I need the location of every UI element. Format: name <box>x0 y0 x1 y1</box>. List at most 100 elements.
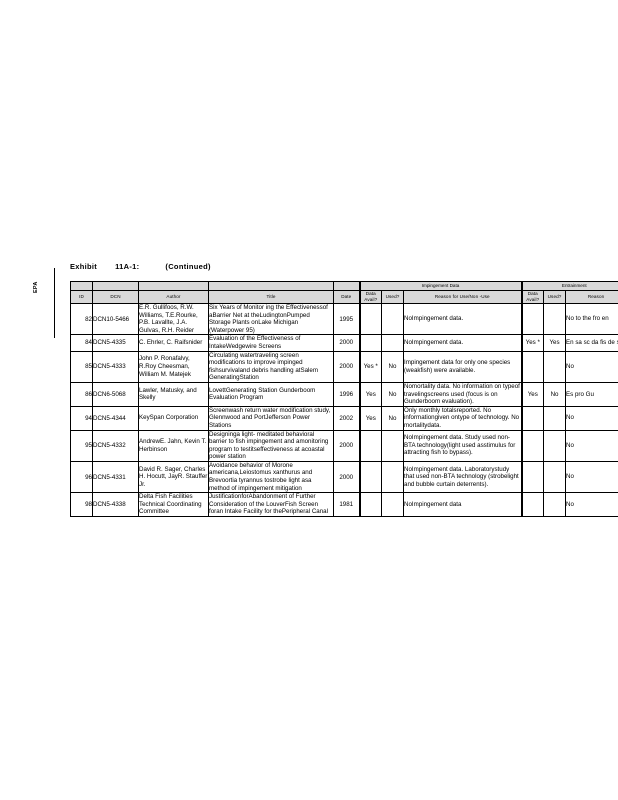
cell-impingement-reason: Impingement data for only one species (w… <box>402 350 523 383</box>
cell-entrainment-used: No <box>543 381 567 407</box>
cell-author: AndrewE. Jahn, Kevin T. Herbinson <box>138 429 209 462</box>
cell-entrainment-used <box>543 405 567 431</box>
cell-title: Designinga light- meditated behavioral b… <box>208 429 334 462</box>
cell-entrainment-avail <box>520 460 545 494</box>
cell-title: Screenwash return water modification stu… <box>208 405 334 431</box>
cell-impingement-used <box>381 302 404 336</box>
cell-impingement-reason: NoImpingement data. <box>402 302 523 336</box>
column-header-impingement-data-avail: Data Avail? <box>358 290 382 304</box>
cell-dcn: DCN5-4338 <box>92 492 139 518</box>
side-margin-label: EPA <box>32 281 39 294</box>
cell-impingement-reason: NoImpingement data <box>402 492 523 518</box>
cell-impingement-reason: NoImpingement data. <box>402 334 523 352</box>
cell-entrainment-avail <box>520 350 545 383</box>
column-header-date: Date <box>333 290 360 304</box>
table-row: 98 DCN5-4338 Delta Fish Facilities Technic… <box>70 492 618 518</box>
cell-entrainment-avail: Yes * <box>520 334 545 352</box>
cell-dcn: DCN10-5466 <box>92 302 139 336</box>
column-header-id: ID <box>70 290 93 304</box>
exhibit-label: Exhibit <box>70 262 98 271</box>
cell-impingement-avail <box>358 492 382 518</box>
cell-impingement-avail <box>358 302 382 336</box>
cell-author: John P. Ronafalvy, R.Roy Cheesman, Willi… <box>138 350 209 383</box>
cell-entrainment-avail <box>520 492 545 518</box>
cell-date: 1996 <box>333 381 360 407</box>
cell-id: 84 <box>70 334 93 352</box>
cell-dcn: DCN5-4333 <box>92 350 139 383</box>
cell-title: Circulating watertraveling screen modifi… <box>208 350 334 383</box>
exhibit-continued: (Continued) <box>165 262 211 271</box>
cell-entrainment-used <box>543 429 567 462</box>
cell-dcn: DCN6-5068 <box>92 381 139 407</box>
group-header-blank-left <box>70 281 93 291</box>
cell-entrainment-avail <box>520 405 545 431</box>
cell-date: 2000 <box>333 429 360 462</box>
column-header-dcn: DCN <box>92 290 139 304</box>
cell-date: 1995 <box>333 302 360 336</box>
group-header-blank-date <box>333 281 360 291</box>
cell-impingement-used <box>381 429 404 462</box>
cell-author: Delta Fish Facilities Technical Coordina… <box>138 492 209 518</box>
cell-author: E.R. Gullifoos, R.W. Williams, T.E.Rourk… <box>138 302 209 336</box>
cell-entrainment-reason: En sa sc da fis de st <box>565 334 618 352</box>
cell-entrainment-avail <box>520 302 545 336</box>
table-body: 82 DCN10-5466 E.R. Gullifoos, R.W. William… <box>70 302 618 518</box>
cell-impingement-used: No <box>381 405 404 431</box>
cell-dcn: DCN5-4344 <box>92 405 139 431</box>
cell-impingement-used: No <box>381 381 404 407</box>
cell-impingement-reason: NoImpingement data. Laboratorystudy that… <box>402 460 523 494</box>
cell-impingement-avail: Yes <box>358 405 382 431</box>
cell-entrainment-reason: No <box>565 492 618 518</box>
cell-id: 94 <box>70 405 93 431</box>
table-group-header-row: Impingement Data Entrainment <box>70 281 618 291</box>
group-header-blank-author <box>138 281 209 291</box>
cell-entrainment-reason: No <box>565 405 618 431</box>
exhibit-table: Impingement Data Entrainment ID DCN Auth… <box>70 281 618 518</box>
cell-dcn: DCN5-4331 <box>92 460 139 494</box>
cell-author: C. Ehrler, C. Raifsnider <box>138 334 209 352</box>
column-header-impingement-used: Used? <box>381 290 404 304</box>
exhibit-number: 11A-1: <box>115 262 140 271</box>
table-header-row: ID DCN Author Title Date Data Avail? Use… <box>70 290 618 304</box>
group-header-blank-dcn <box>92 281 139 291</box>
cell-impingement-avail: Yes <box>358 381 382 407</box>
column-header-impingement-reason: Reason for Use/Non -Use <box>402 290 523 304</box>
cell-id: 86 <box>70 381 93 407</box>
cell-entrainment-reason: No <box>565 429 618 462</box>
table-row: 86 DCN6-5068 Lawler, Matusky, and Skelly Lo… <box>70 381 618 407</box>
cell-title: Six Years of Monitor ing the Effectivene… <box>208 302 334 336</box>
group-header-entrainment: Entrainment <box>520 281 618 291</box>
cell-entrainment-reason: No <box>565 460 618 494</box>
cell-date: 1981 <box>333 492 360 518</box>
cell-title: Avoidance behavior of Morone americana,L… <box>208 460 334 494</box>
table-row: 96 DCN5-4331 David R. Sager, Charles H. Ho… <box>70 460 618 494</box>
cell-impingement-used: No <box>381 350 404 383</box>
cell-author: Lawler, Matusky, and Skelly <box>138 381 209 407</box>
cell-entrainment-used <box>543 350 567 383</box>
cell-entrainment-reason: Es pro Gu <box>565 381 618 407</box>
side-margin-rule <box>54 268 55 338</box>
cell-impingement-avail: Yes * <box>358 350 382 383</box>
cell-title: LovettGenerating Station Gunderboom Eval… <box>208 381 334 407</box>
cell-author: David R. Sager, Charles H. Hocutt, JayR.… <box>138 460 209 494</box>
cell-impingement-used <box>381 492 404 518</box>
cell-author: KeySpan Corporation <box>138 405 209 431</box>
cell-impingement-reason: Nomortality data. No information on type… <box>402 381 523 407</box>
cell-impingement-reason: NoImpingement data. Study used non-BTA t… <box>402 429 523 462</box>
cell-impingement-reason: Only monthly totalsreported. No informat… <box>402 405 523 431</box>
cell-entrainment-reason: No <box>565 350 618 383</box>
cell-title: JustificationforAbandonment of Further C… <box>208 492 334 518</box>
cell-id: 98 <box>70 492 93 518</box>
column-header-entrainment-reason: Reason <box>565 290 618 304</box>
cell-entrainment-reason: No to the fro en <box>565 302 618 336</box>
exhibit-caption: Exhibit 11A-1: (Continued) <box>70 262 211 271</box>
table-row: 94 DCN5-4344 KeySpan Corporation Screenwash… <box>70 405 618 431</box>
page-side-margin: EPA <box>28 268 55 338</box>
cell-entrainment-avail <box>520 429 545 462</box>
cell-impingement-used <box>381 334 404 352</box>
cell-id: 96 <box>70 460 93 494</box>
cell-date: 2000 <box>333 334 360 352</box>
table-row: 85 DCN5-4333 John P. Ronafalvy, R.Roy Chee… <box>70 350 618 383</box>
cell-entrainment-used: Yes <box>543 334 567 352</box>
column-header-entrainment-used: Used? <box>543 290 567 304</box>
